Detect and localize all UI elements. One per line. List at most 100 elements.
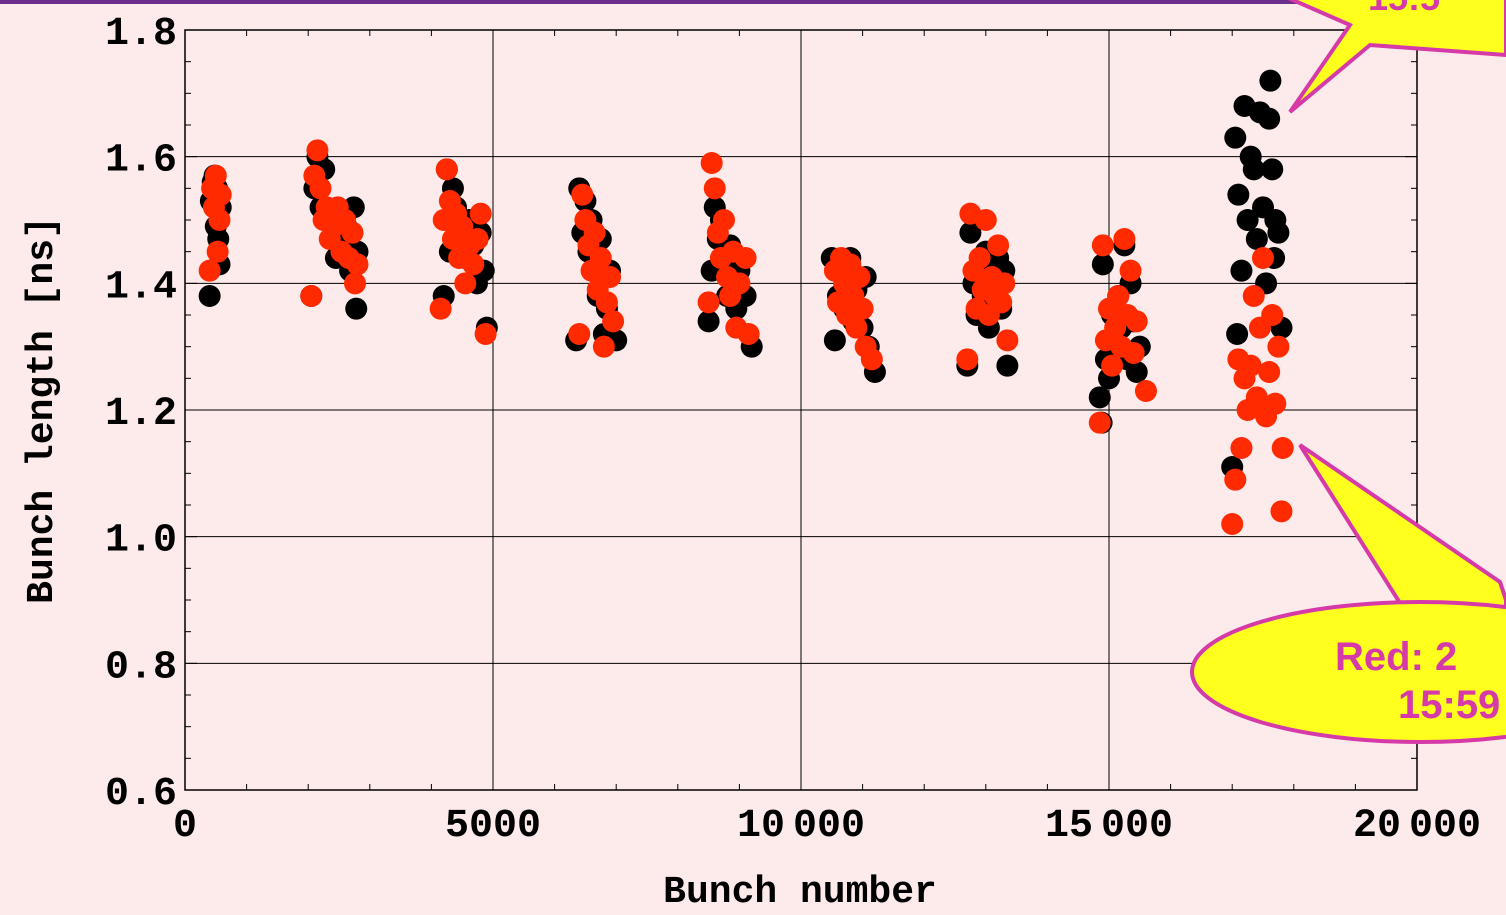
data-point	[737, 323, 760, 345]
data-point	[1230, 437, 1253, 459]
data-point	[959, 221, 982, 244]
data-point	[728, 272, 751, 295]
top-callout: 15:5	[1287, 0, 1506, 114]
x-tick-label: 10 000	[737, 804, 865, 849]
y-tick-label: 1.4	[105, 265, 177, 310]
data-point	[1270, 500, 1293, 523]
bottom-callout-ellipse	[1190, 600, 1506, 744]
bottom-callout-line1: Red: 2	[1335, 635, 1457, 679]
data-point	[341, 221, 364, 244]
data-point	[1242, 158, 1265, 181]
data-point	[1258, 361, 1281, 383]
data-point	[1242, 285, 1265, 307]
x-tick-label: 5000	[445, 804, 541, 849]
axis-ticks	[184, 29, 1418, 791]
data-point	[1088, 411, 1111, 434]
data-point	[1221, 513, 1244, 535]
data-point	[1259, 69, 1282, 92]
top-callout-shape	[1287, 0, 1506, 114]
data-point	[993, 272, 1016, 295]
data-point	[1245, 386, 1268, 409]
data-point	[697, 291, 720, 314]
data-point	[306, 139, 329, 162]
data-point	[462, 253, 485, 276]
data-point	[848, 266, 871, 288]
data-point	[429, 297, 452, 320]
data-point	[1227, 183, 1250, 206]
x-tick-label: 20 000	[1353, 804, 1481, 849]
data-point	[1134, 380, 1157, 402]
data-point	[344, 272, 367, 295]
data-point	[1107, 285, 1130, 307]
data-point	[1261, 304, 1284, 326]
data-point	[1088, 386, 1111, 409]
y-tick-label: 1.6	[105, 139, 177, 184]
data-point	[996, 329, 1019, 352]
data-point	[987, 234, 1010, 257]
data-point	[206, 240, 229, 263]
data-point	[700, 152, 723, 174]
data-point	[300, 285, 323, 307]
series-red	[198, 139, 1294, 535]
data-point	[703, 177, 726, 200]
data-point	[571, 183, 594, 206]
data-point	[346, 253, 369, 276]
data-point	[1267, 221, 1290, 244]
data-point	[1226, 323, 1249, 345]
data-point	[996, 354, 1019, 377]
data-points	[198, 69, 1294, 535]
data-point	[345, 297, 368, 320]
data-point	[1271, 437, 1294, 459]
data-point	[1224, 468, 1247, 491]
data-point	[1230, 259, 1253, 282]
y-axis-title: Bunch length [ns]	[21, 216, 64, 604]
data-point	[990, 291, 1013, 314]
data-point	[734, 247, 757, 269]
data-point	[1125, 310, 1148, 333]
data-point	[1267, 335, 1290, 358]
grid	[185, 30, 1417, 790]
data-point	[697, 310, 720, 333]
data-point	[1122, 342, 1145, 364]
bottom-callout-line2: 15:59	[1398, 683, 1500, 727]
data-point	[599, 266, 622, 288]
x-tick-labels: 0 5000 10 000 15 000 20 000	[173, 804, 1481, 849]
data-point	[823, 329, 846, 352]
data-point	[968, 247, 991, 269]
data-point	[1236, 209, 1259, 231]
data-point	[1252, 247, 1274, 269]
x-axis-title: Bunch number	[663, 871, 937, 914]
bottom-callout: Red: 2 15:59	[1190, 443, 1506, 744]
data-point	[204, 164, 227, 187]
data-point	[592, 335, 615, 358]
data-point	[589, 247, 612, 269]
y-tick-label: 1.0	[105, 519, 177, 564]
data-point	[198, 285, 221, 307]
data-point	[595, 291, 618, 314]
top-border	[0, 0, 1506, 4]
data-point	[454, 272, 477, 295]
data-point	[1113, 228, 1136, 250]
data-point	[845, 316, 868, 339]
data-point	[568, 323, 591, 345]
data-point	[469, 202, 492, 225]
data-point	[451, 215, 474, 238]
data-point	[474, 323, 497, 345]
data-point	[860, 348, 883, 371]
data-point	[1091, 253, 1114, 276]
data-point	[1245, 228, 1268, 250]
data-point	[198, 259, 221, 282]
data-point	[435, 158, 458, 181]
y-tick-label: 1.8	[105, 12, 177, 57]
data-point	[583, 221, 606, 244]
data-point	[309, 177, 332, 200]
data-point	[1264, 392, 1287, 415]
y-tick-label: 0.8	[105, 645, 177, 690]
data-point	[713, 209, 735, 231]
bottom-callout-tail	[1298, 443, 1506, 643]
data-point	[956, 348, 979, 371]
data-point	[851, 297, 874, 320]
data-point	[1258, 107, 1281, 130]
y-tick-label: 1.2	[105, 392, 177, 437]
